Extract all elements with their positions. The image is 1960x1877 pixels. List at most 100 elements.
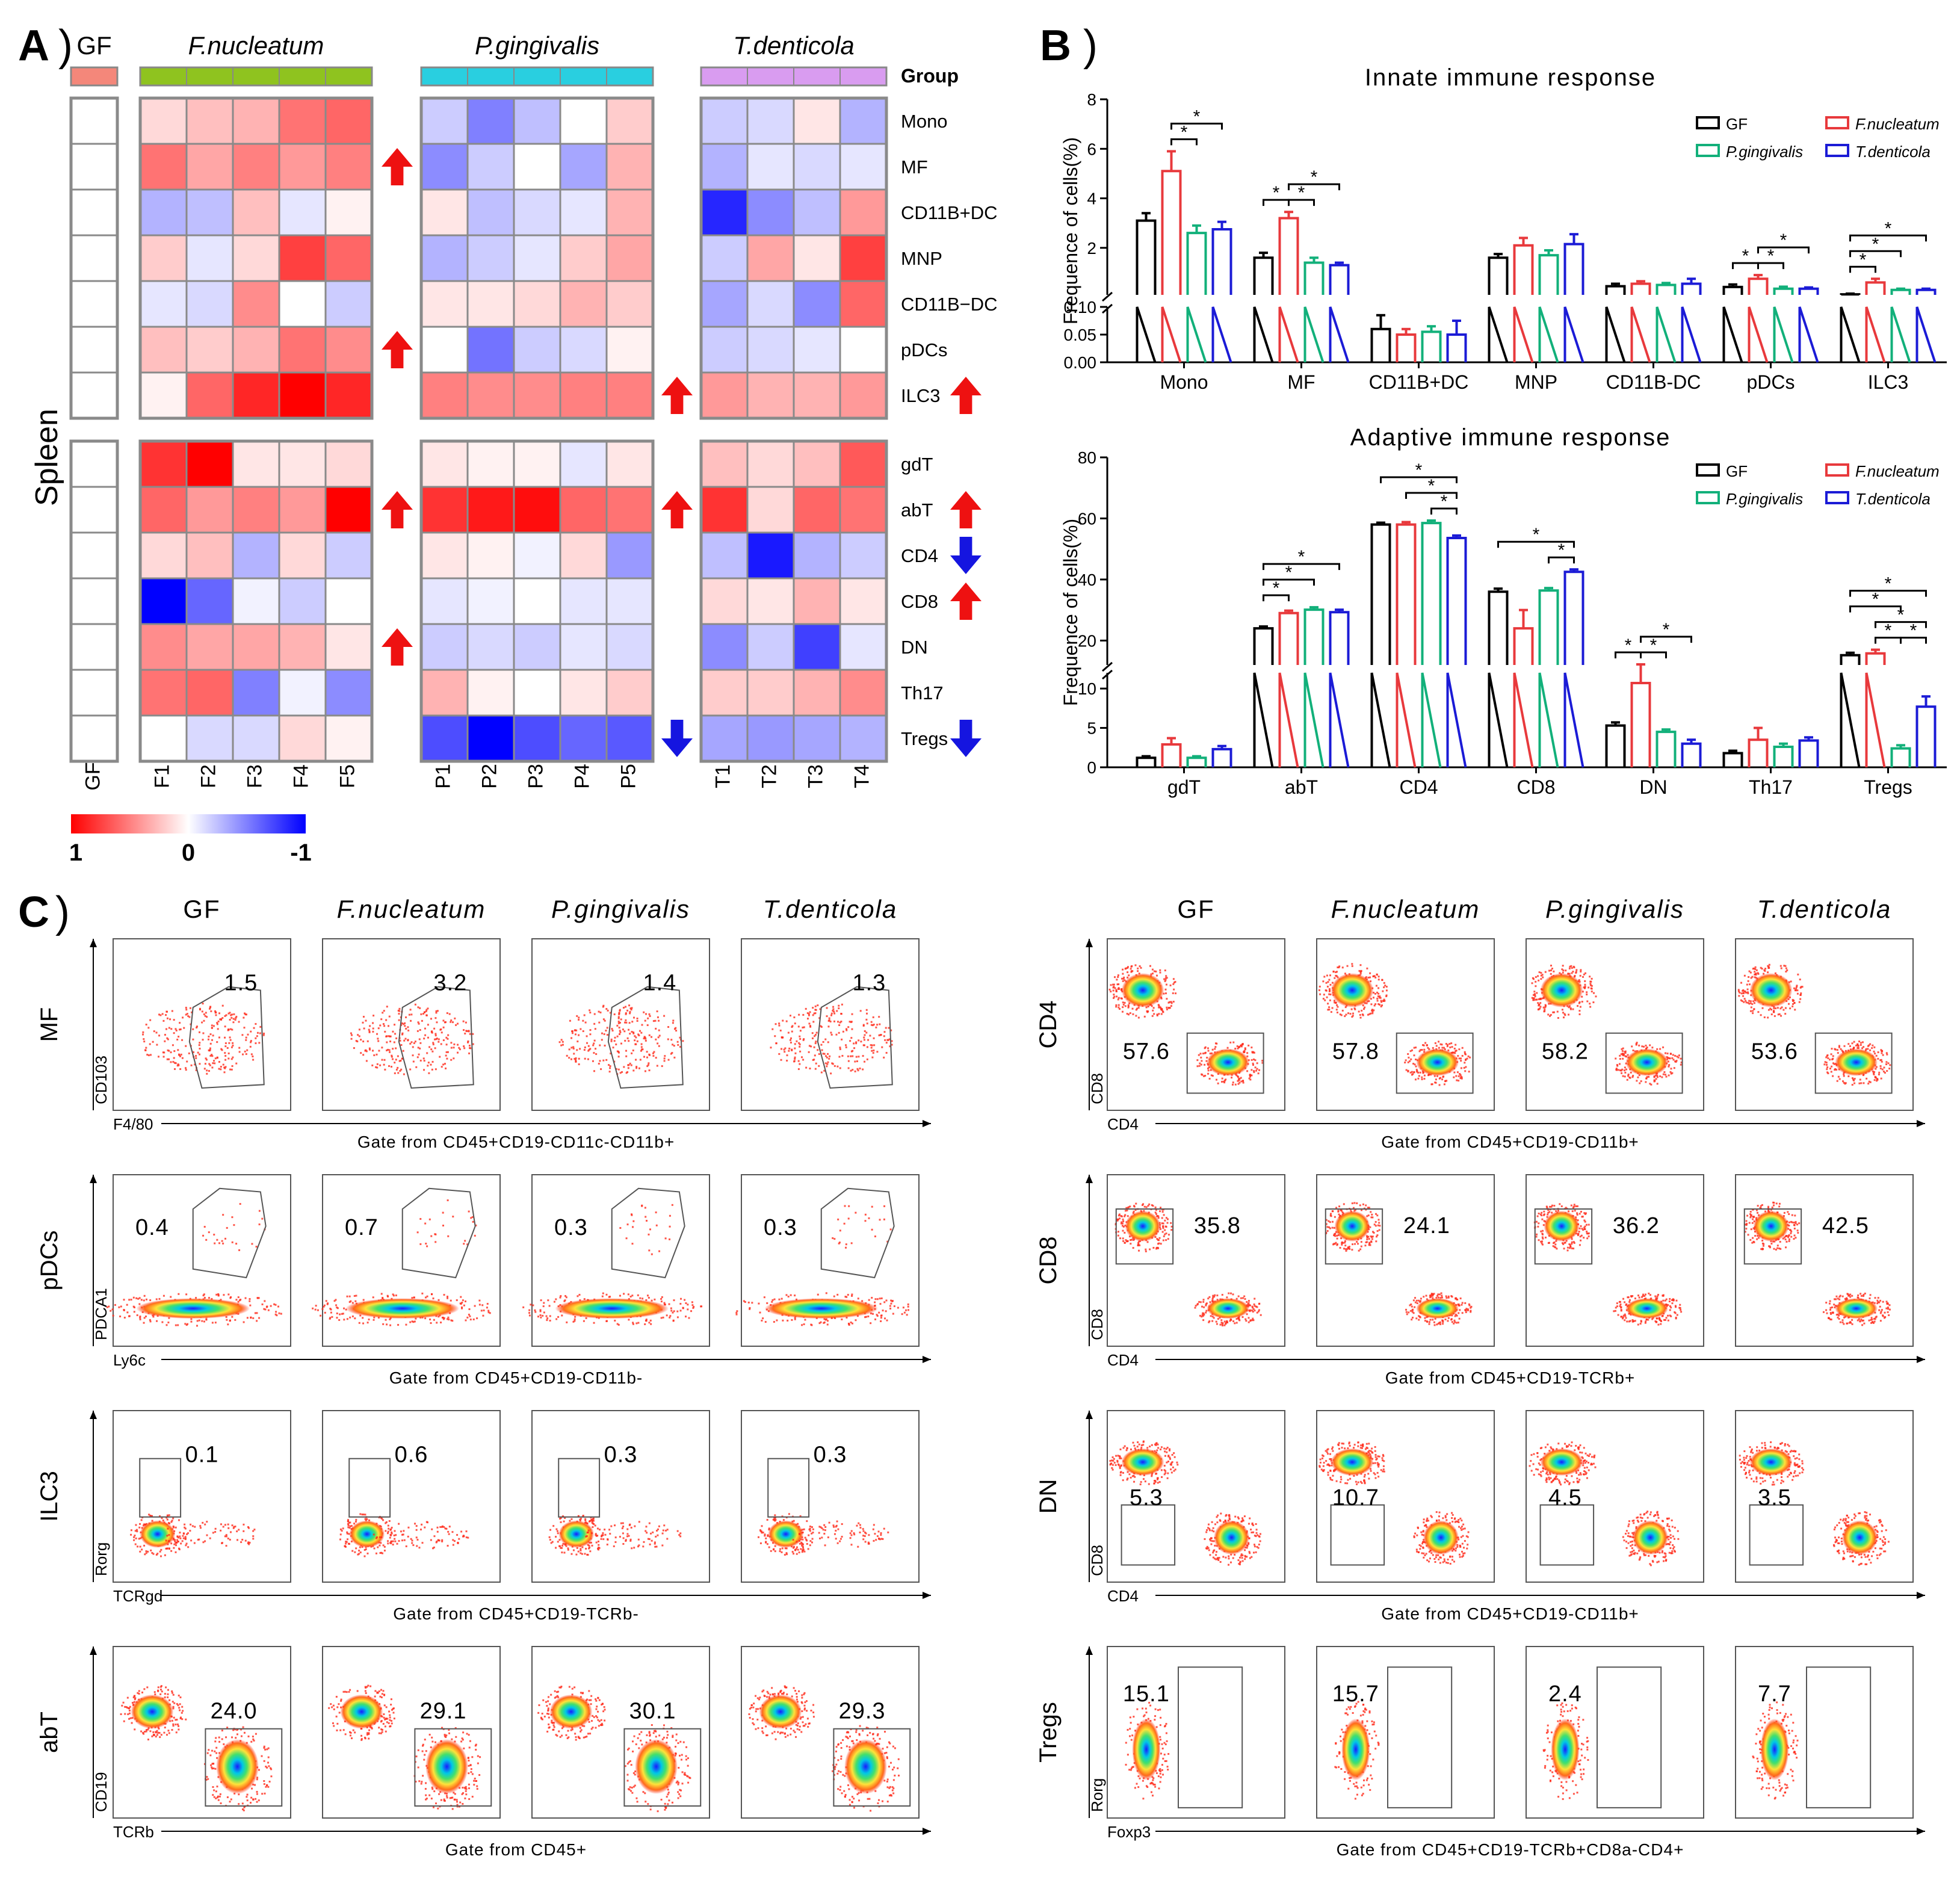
chart-bar-p-gingivalis-abt [1303,672,1325,768]
flow-event [137,1692,139,1694]
flow-event [332,1722,334,1724]
flow-event [602,1004,605,1007]
flow-event [209,1054,212,1057]
flow-event [397,1324,400,1326]
heatmap-cell-p4-mf [559,143,608,191]
flow-event [534,1311,537,1313]
flow-event [365,1050,368,1053]
flow-event [487,1311,490,1314]
flow-event [276,1314,278,1317]
flow-event [876,1315,879,1317]
arrow-up-p-gingivalis-abt [661,491,693,528]
flow-event [821,1536,823,1539]
flow-event [376,1033,379,1035]
flow-event [675,1027,677,1029]
flow-event [540,1718,543,1720]
heatmap-cell-t2-cd11b-dc [746,188,795,237]
flow-event [690,1310,693,1313]
flow-event [889,1305,891,1307]
flow-event [450,1797,453,1799]
flow-event [328,1707,330,1709]
flow-event [241,1539,244,1541]
heatmap-cell-t3-gdt [793,440,841,488]
flow-event [420,1013,422,1015]
flow-event [423,1037,425,1040]
flow-event [776,1319,778,1322]
flow-event [886,1757,888,1760]
flow-event [623,1021,626,1024]
flow-event [364,1686,366,1688]
flow-event [558,1686,561,1689]
panel-label-b: B [1040,22,1071,70]
flow-event [351,1034,353,1036]
flow-event [348,1527,351,1529]
flow-event [839,1048,841,1050]
flow-event [383,1550,386,1552]
flow-event [794,1317,796,1319]
flow-event [145,1024,147,1026]
flow-plot-abt-1: 29.1 [322,1646,501,1819]
flow-event [844,1205,846,1207]
flow-event [255,1037,257,1039]
flow-event [451,1320,454,1322]
flow-event [838,1004,840,1007]
flow-event [249,1304,252,1306]
flow-event [365,1692,367,1694]
flow-event [876,1051,879,1053]
flow-event [129,1717,132,1719]
flow-event [657,1534,659,1536]
flow-event [826,1065,828,1068]
flow-event [170,1028,173,1030]
flow-event [358,1035,360,1037]
flow-event [382,1519,385,1521]
flow-event [335,1299,337,1301]
flow-event [235,1017,237,1019]
flow-event [833,1010,835,1013]
flow-event [598,1010,600,1013]
flow-event [405,1016,407,1018]
flow-event [434,1033,437,1035]
flow-event [447,1296,449,1298]
flow-event [838,1007,840,1010]
heatmap-cell-p3-cd11b-dc [513,280,561,328]
flow-event [593,1716,595,1718]
flow-event [134,1530,137,1532]
flow-event [380,1018,383,1021]
flow-event [641,1024,643,1026]
flow-event [250,1053,253,1056]
flow-event [590,1695,593,1697]
flow-event [156,1320,158,1322]
flow-event [190,1064,193,1066]
flow-event [820,1071,823,1074]
flow-event [277,1305,280,1308]
flow-event [465,1793,468,1796]
flow-event [851,1294,853,1297]
flow-event [398,1540,400,1542]
flow-event [347,1523,349,1525]
flow-event [210,1764,212,1766]
heatmap-cell-p5-cd8 [605,577,654,625]
flow-event [586,1736,588,1738]
chart-bar-upper-f-nucleatum-mono [1161,170,1182,295]
heatmap-cell-t2-mono [746,97,795,145]
flow-event [830,1072,832,1075]
flow-event [393,1534,395,1536]
flow-event [362,1021,364,1024]
flow-event [389,1324,392,1326]
flow-event [873,1044,876,1047]
flow-event [343,1307,345,1310]
heatmap-cell-p2-cd11b-dc [466,188,515,237]
flow-event [649,1808,652,1811]
flow-event [379,1536,381,1538]
flow-event [227,1527,230,1529]
panel-label-c: C [18,888,49,936]
flow-event [680,1297,682,1300]
flow-event [604,1708,606,1711]
heatmap-cell-f2-gdt [185,440,234,488]
flow-event [227,1028,230,1031]
flow-event [856,1060,858,1062]
flow-event [422,1775,424,1777]
chart-bar-gf-cd11b-dc [1605,306,1626,363]
flow-event [424,1222,427,1225]
chart-legend-label-gf: GF [1726,115,1748,133]
